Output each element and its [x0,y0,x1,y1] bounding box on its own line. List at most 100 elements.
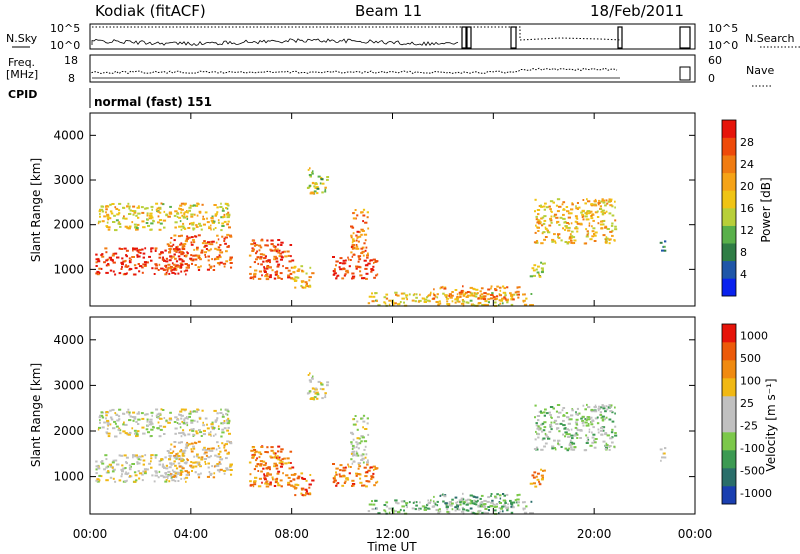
velocity-cell [352,446,356,449]
velocity-cell [512,506,515,509]
velocity-cell [564,431,568,434]
velocity-cell [324,394,327,397]
velocity-cell [167,473,170,476]
power-cell [204,244,208,247]
power-cell [214,247,217,250]
power-cell [350,225,354,228]
velocity-cell [604,410,607,413]
velocity-cell [510,502,512,505]
power-cell [220,202,222,205]
power-cell [151,267,154,270]
velocity-cell [100,461,103,464]
velocity-cell [126,411,129,414]
power-cell [179,208,182,210]
velocity-cell [109,409,112,412]
power-cell [251,250,255,252]
velocity-cell [280,461,284,464]
velocity-cell [411,507,415,510]
velocity-cell [216,417,219,420]
velocity-cell [134,454,138,457]
power-cell [216,248,220,251]
power-cell [395,293,398,296]
power-cell [358,231,361,234]
power-cell [272,249,276,252]
power-cell [275,260,279,263]
power-cell [664,240,667,243]
velocity-cell [594,406,597,409]
power-cell [351,238,355,241]
power-cell [541,232,544,235]
power-cell [186,237,190,240]
velocity-cell [351,433,355,436]
velocity-cell [442,493,444,496]
velocity-cell [364,456,367,459]
power-cell [345,269,349,272]
freq-traces [91,66,691,81]
velocity-cell [217,469,220,472]
velocity-cell [498,507,502,510]
power-cell [289,244,293,246]
velocity-cell [545,412,549,415]
power-cell [212,228,215,231]
power-cell [257,277,262,280]
velocity-cell [538,427,542,430]
velocity-cell [377,512,381,515]
velocity-cell [388,507,392,510]
velocity-cell [170,443,173,446]
velocity-cell [469,499,472,502]
velocity-cell [533,448,537,450]
power-cell [250,276,254,279]
velocity-cell [196,408,199,411]
power-cell [124,259,127,262]
power-cell [300,285,303,287]
velocity-cell [127,408,130,411]
velocity-cell [162,476,166,479]
velocity-cell [307,374,310,376]
power-cell [114,252,118,255]
velocity-cell [367,433,370,436]
power-cell [178,225,182,228]
power-cell [173,214,177,217]
velocity-cell [326,381,330,384]
power-cell [341,277,345,280]
velocity-cell [597,409,600,412]
velocity-cell [258,477,262,480]
velocity-cell [535,422,538,425]
velocity-cell [264,482,267,485]
power-cell [223,265,226,268]
power-cell [155,202,159,205]
power-cell [214,214,217,217]
velocity-cell [602,407,606,410]
power-cell [162,203,165,206]
velocity-cell [189,429,191,432]
velocity-cell [190,442,194,445]
power-cell [567,216,571,219]
power-cell [123,247,127,250]
power-cell [114,229,118,232]
velocity-cell [506,493,509,496]
velocity-cell [180,470,184,473]
power-cell [150,222,154,225]
velocity-cell [355,446,358,449]
velocity-cell [482,503,486,506]
velocity-cell [122,412,125,415]
power-cell [157,221,160,224]
velocity-cell [565,433,568,436]
velocity-cell [535,424,539,427]
velocity-cell [137,411,140,414]
velocity-cell [395,501,398,504]
velocity-cell [124,467,127,469]
power-cell [465,291,468,294]
velocity-cell [570,446,573,449]
power-cell [588,210,591,213]
power-cell [274,273,278,276]
velocity-cell [99,419,101,422]
power-cell [571,202,574,205]
power-cell [352,277,355,280]
power-cell [271,269,274,272]
power-cell [100,254,103,257]
power-cell [128,207,131,210]
power-cell [272,245,275,247]
velocity-cell [280,448,284,451]
velocity-cell [478,509,482,512]
